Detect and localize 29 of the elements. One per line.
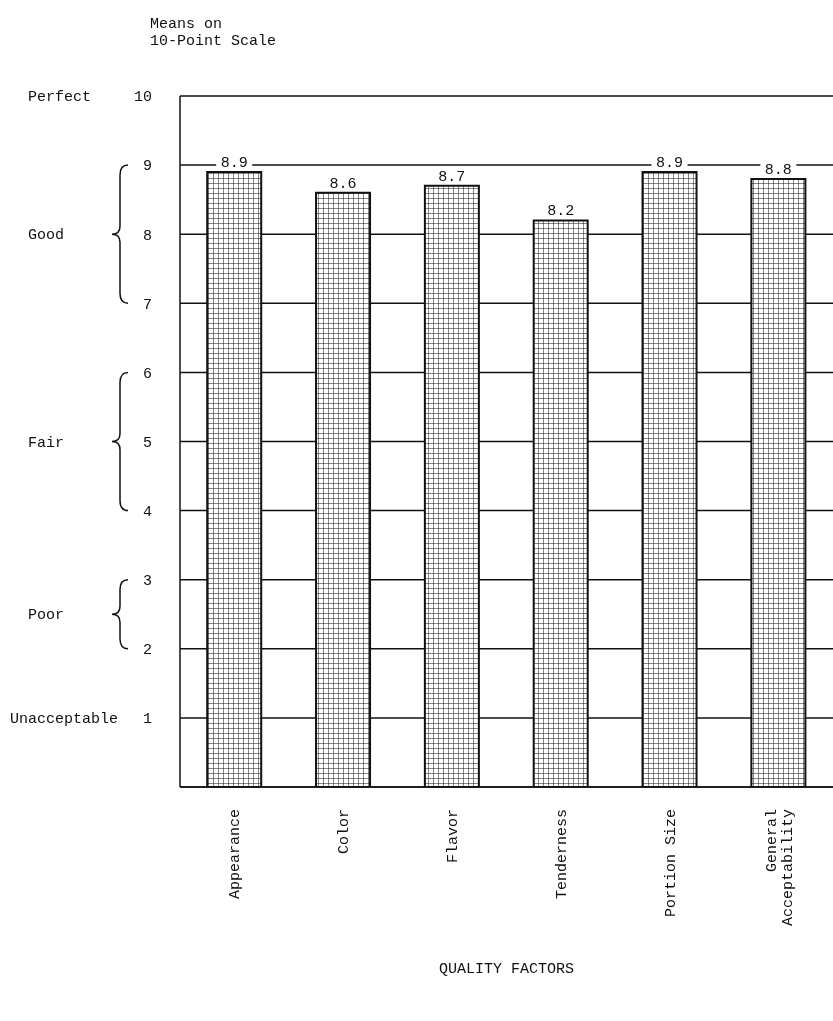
y-tick-label: 7 bbox=[142, 296, 152, 314]
data-label: 8.2 bbox=[547, 203, 575, 221]
x-tick-label: Tenderness bbox=[553, 809, 571, 900]
x-tick-label: Portion Size bbox=[662, 809, 680, 918]
data-label: 8.8 bbox=[764, 161, 792, 179]
y-tick-label: 2 bbox=[142, 642, 152, 660]
data-label: 8.7 bbox=[438, 168, 466, 186]
data-label: 8.9 bbox=[656, 155, 684, 173]
y-tick-label: 6 bbox=[142, 365, 152, 383]
y-tick-label: 10 bbox=[133, 89, 152, 107]
y-tick-label: 8 bbox=[142, 227, 152, 245]
text: Poor bbox=[28, 607, 65, 625]
x-tick-label: Flavor bbox=[445, 809, 463, 864]
y-tick-label: 9 bbox=[142, 158, 152, 176]
y-tick-label: 4 bbox=[142, 503, 152, 521]
x-tick-label: Color bbox=[336, 809, 354, 855]
text: Good bbox=[28, 227, 65, 245]
x-tick-label: Appearance bbox=[227, 809, 245, 900]
y-tick-label: 5 bbox=[142, 434, 152, 452]
text: Perfect bbox=[28, 89, 92, 106]
y-tick-label: 3 bbox=[142, 573, 152, 591]
text: Fair bbox=[28, 434, 65, 452]
text: Unacceptable bbox=[10, 710, 119, 728]
y-tick-label: 1 bbox=[142, 711, 152, 729]
x-tick-label: General Acceptability bbox=[763, 809, 797, 927]
data-label: 8.9 bbox=[220, 155, 248, 173]
data-label: 8.6 bbox=[329, 175, 357, 193]
y-axis-title: Means on 10-Point Scale bbox=[150, 16, 277, 50]
x-axis-title: QUALITY FACTORS bbox=[438, 961, 575, 978]
